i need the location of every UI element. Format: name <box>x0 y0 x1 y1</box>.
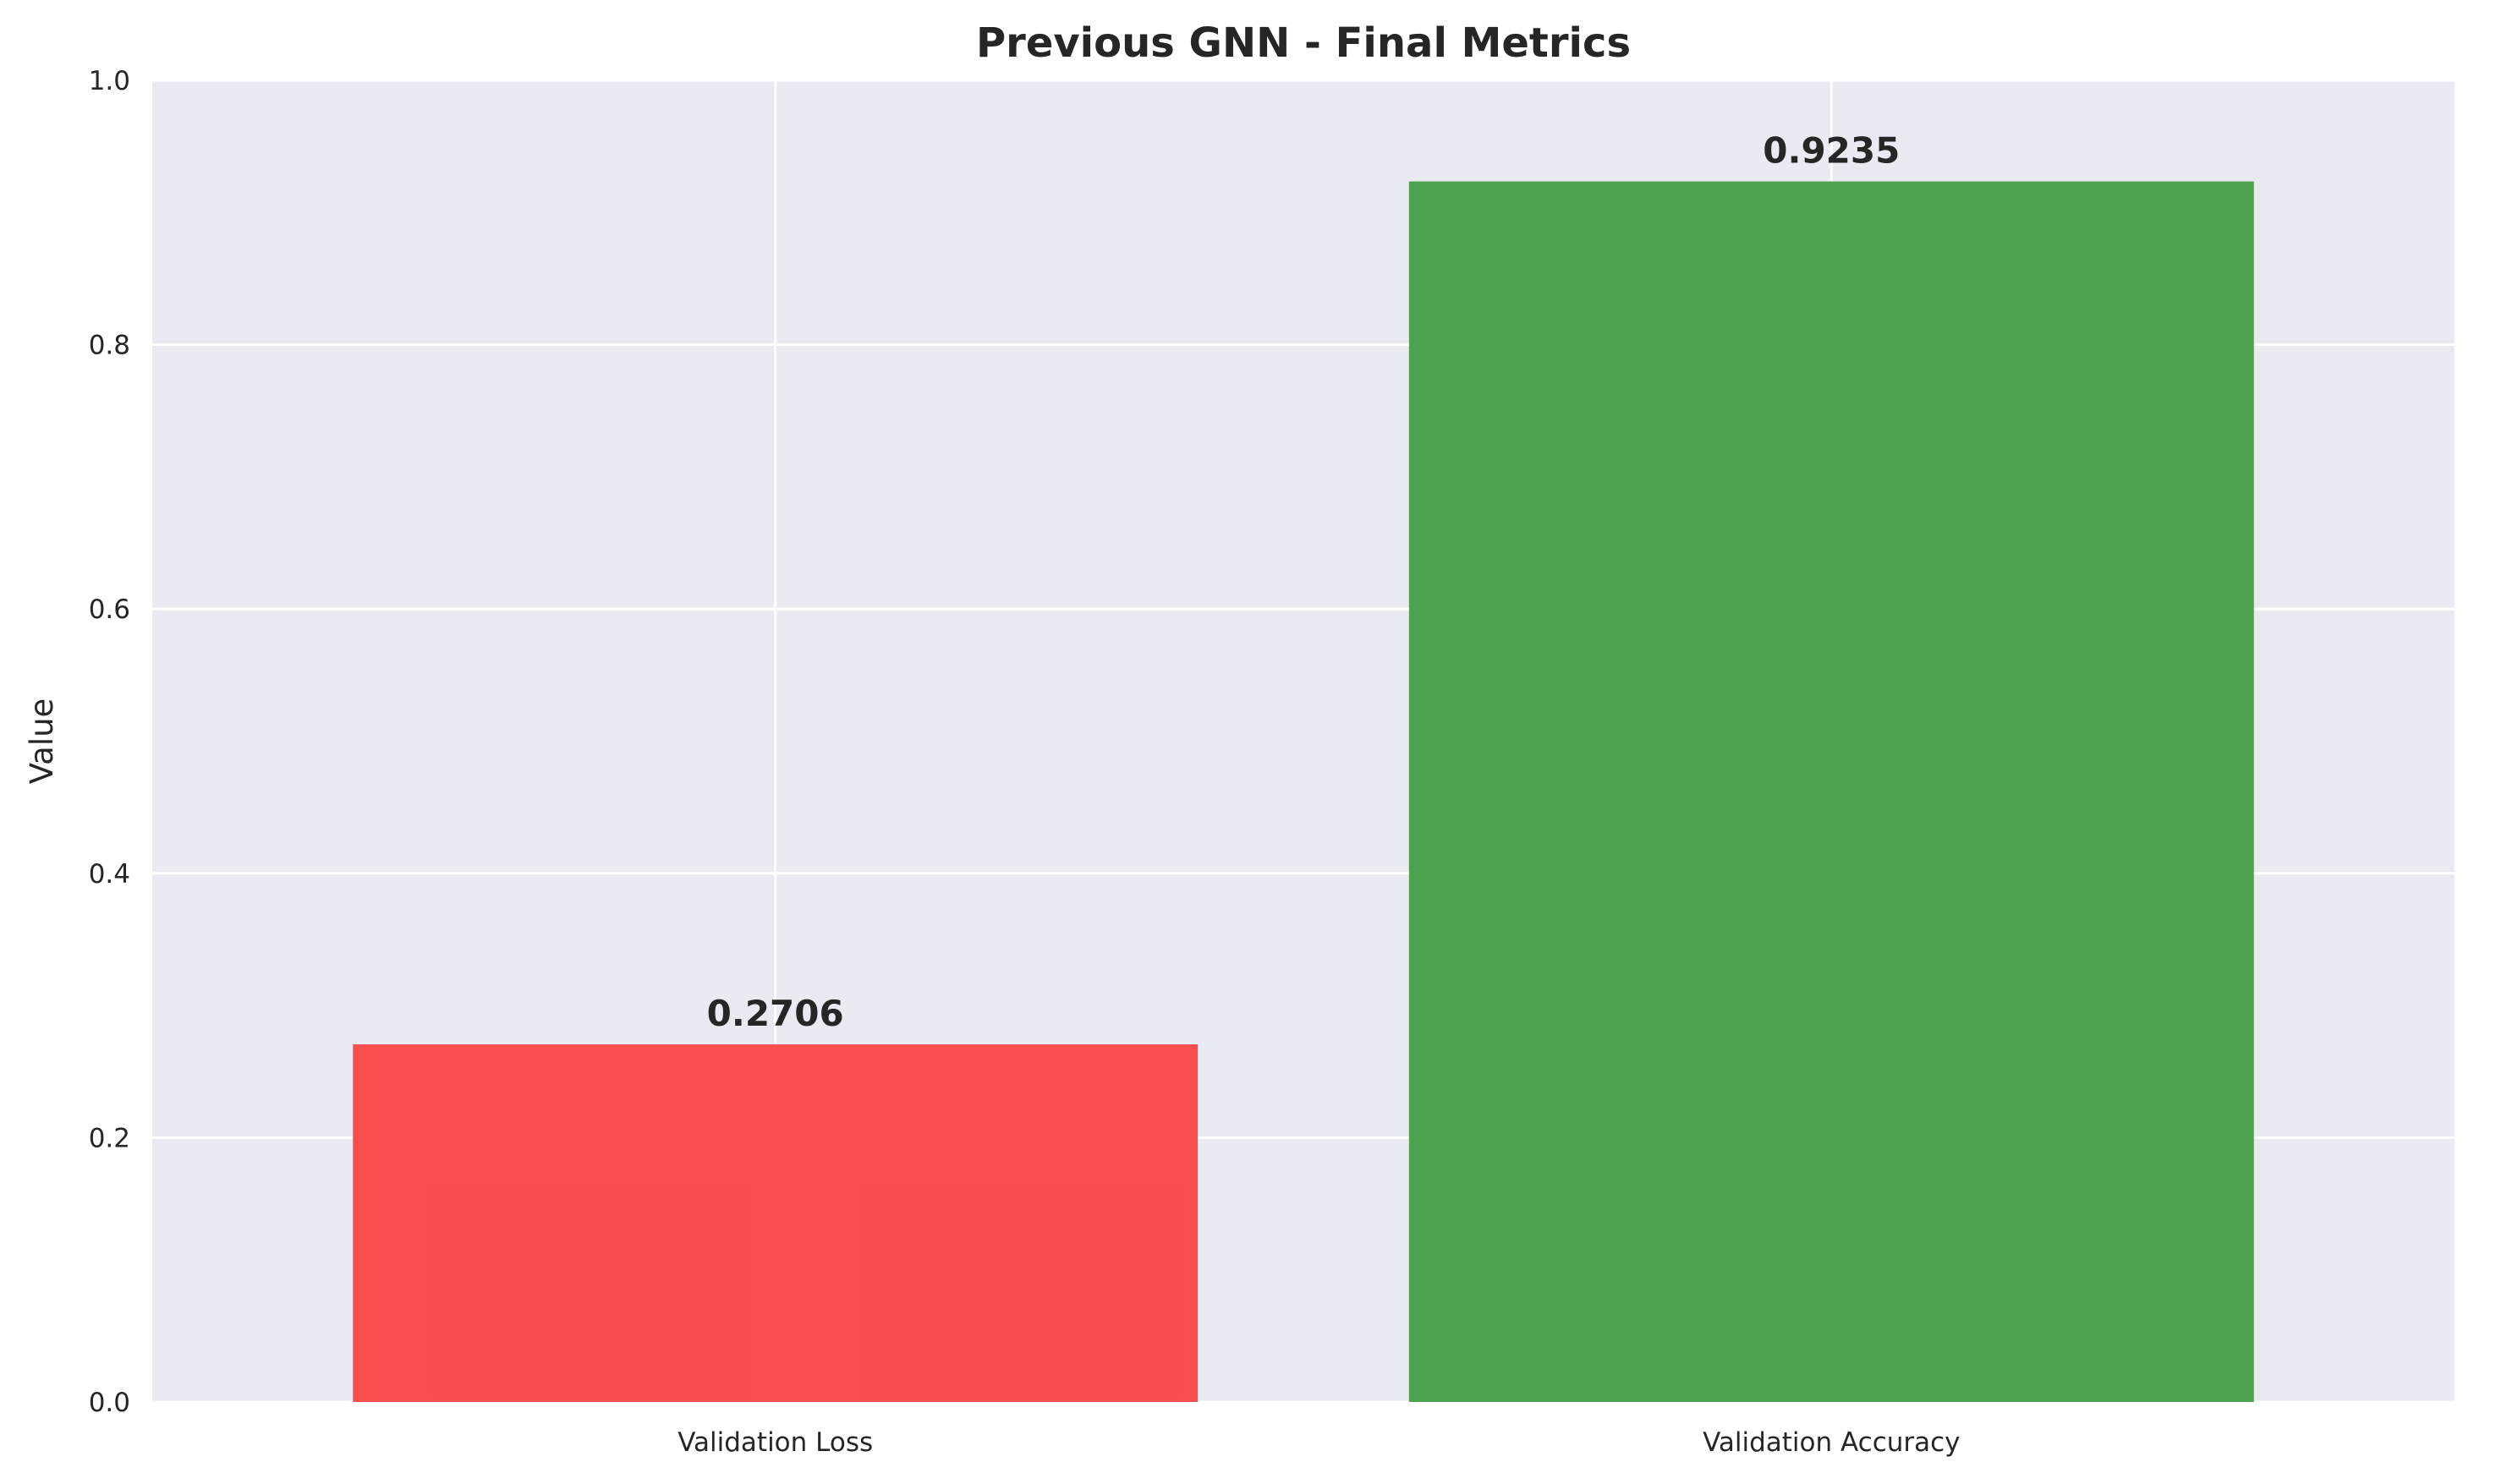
y-axis-ticks: 0.0 0.2 0.4 0.6 0.8 1.0 <box>89 66 130 1418</box>
y-tick-label: 0.0 <box>89 1388 130 1418</box>
bar-validation-loss <box>353 1044 1198 1402</box>
chart-title: Previous GNN - Final Metrics <box>976 19 1631 67</box>
x-tick-label: Validation Loss <box>677 1427 873 1458</box>
bar-validation-accuracy <box>1409 182 2254 1402</box>
x-axis-ticks: Validation Loss Validation Accuracy <box>677 1427 1960 1458</box>
y-tick-label: 0.8 <box>89 331 130 361</box>
y-tick-label: 0.2 <box>89 1123 130 1153</box>
bar-value-label: 0.2706 <box>707 993 844 1034</box>
bar-value-label: 0.9235 <box>1763 130 1900 172</box>
y-tick-label: 1.0 <box>89 66 130 96</box>
y-tick-label: 0.4 <box>89 859 130 890</box>
x-tick-label: Validation Accuracy <box>1703 1427 1960 1458</box>
y-tick-label: 0.6 <box>89 594 130 625</box>
y-axis-label: Value <box>24 698 60 785</box>
